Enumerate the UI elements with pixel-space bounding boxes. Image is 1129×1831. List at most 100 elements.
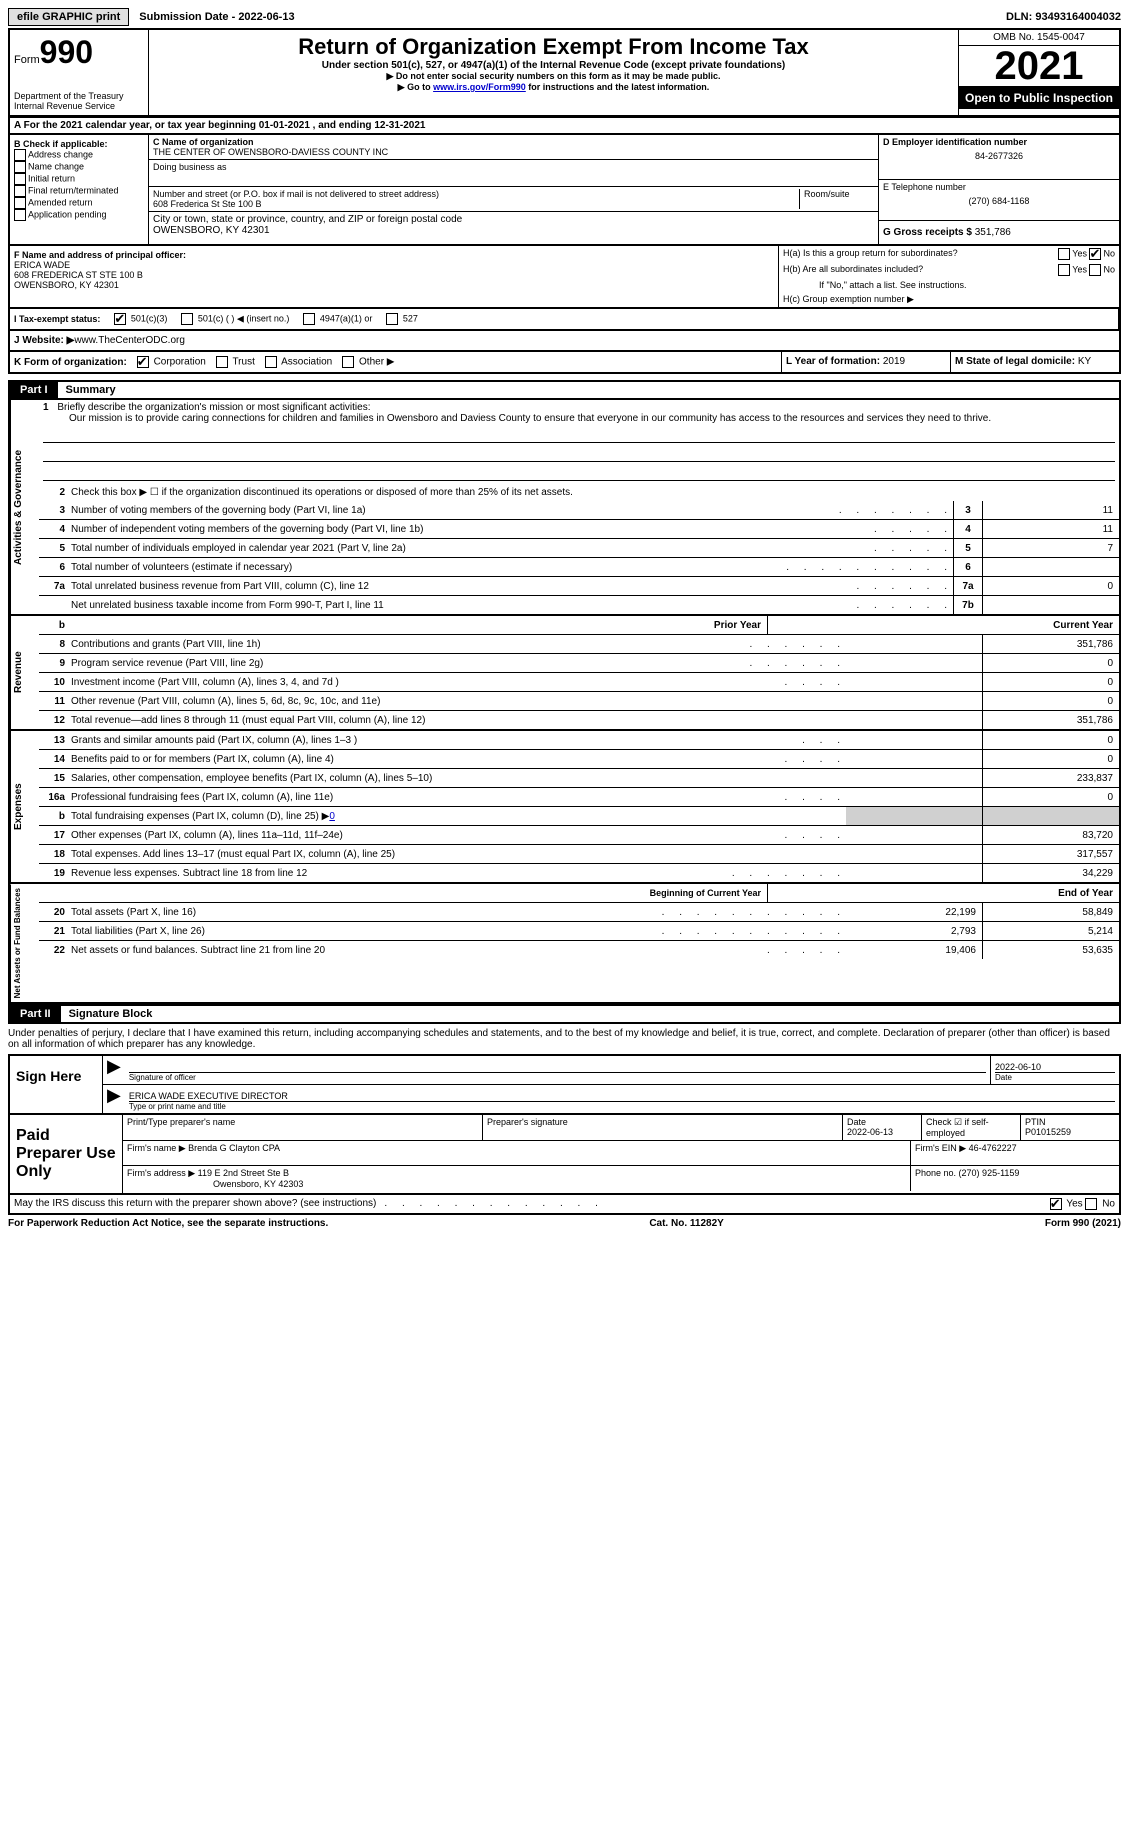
sidebar-net-assets: Net Assets or Fund Balances (10, 884, 39, 1002)
discuss-no[interactable] (1085, 1198, 1097, 1210)
ha-label: H(a) Is this a group return for subordin… (783, 248, 1058, 260)
city-label: City or town, state or province, country… (153, 214, 874, 225)
part2-header: Part II Signature Block (8, 1004, 1121, 1024)
chk-4947[interactable] (303, 313, 315, 325)
current-year-hdr: Current Year (768, 616, 1119, 634)
part1-title: Summary (58, 382, 124, 398)
website-row: J Website: ▶ www.TheCenterODC.org (8, 331, 1121, 352)
chk-app-pending[interactable] (14, 209, 26, 221)
chk-assoc[interactable] (265, 356, 277, 368)
tax-year: 2021 (959, 46, 1119, 87)
exp-16a: 0 (983, 788, 1119, 806)
form-subtitle: Under section 501(c), 527, or 4947(a)(1)… (153, 60, 954, 71)
ptin-value: P01015259 (1025, 1127, 1115, 1137)
revenue-block: Revenue bPrior YearCurrent Year 8Contrib… (8, 616, 1121, 731)
chk-corp[interactable] (137, 356, 149, 368)
efile-print-button[interactable]: efile GRAPHIC print (8, 8, 129, 26)
dba-label: Doing business as (153, 162, 874, 172)
part2-label: Part II (10, 1006, 61, 1022)
org-form-row: K Form of organization: Corporation Trus… (8, 352, 1121, 374)
chk-amended[interactable] (14, 197, 26, 209)
chk-501c[interactable] (181, 313, 193, 325)
mission-label: Briefly describe the organization's miss… (57, 402, 370, 413)
chk-initial-return[interactable] (14, 173, 26, 185)
val-7a: 0 (983, 577, 1119, 595)
footer: For Paperwork Reduction Act Notice, see … (8, 1215, 1121, 1232)
city-state-zip: OWENSBORO, KY 42301 (153, 225, 874, 236)
net-20-eoy: 58,849 (983, 903, 1119, 921)
rev-10: 0 (983, 673, 1119, 691)
state-domicile: KY (1078, 356, 1091, 367)
officer-addr2: OWENSBORO, KY 42301 (14, 280, 774, 290)
officer-and-group-block: F Name and address of principal officer:… (8, 246, 1121, 309)
firm-name: Brenda G Clayton CPA (188, 1143, 280, 1153)
irs-link[interactable]: www.irs.gov/Form990 (433, 82, 526, 92)
open-inspection: Open to Public Inspection (959, 87, 1119, 109)
fundraising-link[interactable]: 0 (329, 811, 335, 822)
ein-value: 84-2677326 (883, 151, 1115, 161)
arrow-icon: ▶ (103, 1085, 125, 1106)
chk-other[interactable] (342, 356, 354, 368)
chk-527[interactable] (386, 313, 398, 325)
chk-address-change[interactable] (14, 149, 26, 161)
org-name-label: C Name of organization (153, 137, 874, 147)
paperwork-notice: For Paperwork Reduction Act Notice, see … (8, 1218, 328, 1229)
rev-9: 0 (983, 654, 1119, 672)
part1-header: Part I Summary (8, 380, 1121, 400)
chk-501c3[interactable] (114, 313, 126, 325)
eoy-hdr: End of Year (768, 884, 1119, 902)
ha-yes[interactable] (1058, 248, 1070, 260)
net-21-eoy: 5,214 (983, 922, 1119, 940)
hb-yes[interactable] (1058, 264, 1070, 276)
year-formation: 2019 (883, 356, 905, 367)
chk-name-change[interactable] (14, 161, 26, 173)
officer-label: F Name and address of principal officer: (14, 250, 774, 260)
website-value: www.TheCenterODC.org (74, 335, 185, 346)
hb-no[interactable] (1089, 264, 1101, 276)
discuss-yes[interactable] (1050, 1198, 1062, 1210)
exp-15: 233,837 (983, 769, 1119, 787)
prep-date: 2022-06-13 (847, 1127, 917, 1137)
phone-label: E Telephone number (883, 182, 1115, 192)
val-6 (983, 558, 1119, 576)
rev-11: 0 (983, 692, 1119, 710)
val-7b (983, 596, 1119, 614)
sign-here-label: Sign Here (10, 1056, 103, 1113)
self-employed-check: Check ☑ if self-employed (926, 1117, 1016, 1138)
net-22-eoy: 53,635 (983, 941, 1119, 959)
discuss-row: May the IRS discuss this return with the… (8, 1195, 1121, 1215)
prior-year-hdr: Prior Year (416, 616, 768, 634)
paid-preparer-label: Paid Preparer Use Only (10, 1115, 123, 1193)
chk-trust[interactable] (216, 356, 228, 368)
phone-value: (270) 684-1168 (883, 196, 1115, 206)
mission-text: Our mission is to provide caring connect… (43, 413, 1115, 424)
paid-preparer-block: Paid Preparer Use Only Print/Type prepar… (8, 1115, 1121, 1195)
hc-label: H(c) Group exemption number ▶ (779, 292, 1119, 307)
net-21-boy: 2,793 (846, 922, 983, 940)
room-suite-label: Room/suite (800, 189, 874, 209)
arrow-icon: ▶ (103, 1056, 125, 1077)
rev-12: 351,786 (983, 711, 1119, 729)
gross-receipts-value: 351,786 (975, 227, 1011, 238)
exp-18: 317,557 (983, 845, 1119, 863)
net-22-boy: 19,406 (846, 941, 983, 959)
rev-8: 351,786 (983, 635, 1119, 653)
chk-final-return[interactable] (14, 185, 26, 197)
ha-no[interactable] (1089, 248, 1101, 260)
ein-label: D Employer identification number (883, 137, 1115, 147)
hb-label: H(b) Are all subordinates included? (783, 264, 1058, 276)
part2-title: Signature Block (61, 1006, 161, 1022)
net-assets-block: Net Assets or Fund Balances Beginning of… (8, 884, 1121, 1004)
submission-date: Submission Date - 2022-06-13 (133, 11, 300, 23)
sign-date: 2022-06-10 (995, 1062, 1115, 1072)
part1-label: Part I (10, 382, 58, 398)
boy-hdr: Beginning of Current Year (416, 884, 768, 902)
net-20-boy: 22,199 (846, 903, 983, 921)
dln: DLN: 93493164004032 (1006, 11, 1121, 23)
sign-here-block: Sign Here ▶ Signature of officer 2022-06… (8, 1054, 1121, 1115)
sidebar-expenses: Expenses (10, 731, 39, 882)
exp-14: 0 (983, 750, 1119, 768)
goto-link-line: ▶ Go to www.irs.gov/Form990 for instruct… (153, 82, 954, 93)
firm-addr1: 119 E 2nd Street Ste B (198, 1168, 289, 1178)
form-number: Form990 (14, 34, 144, 71)
